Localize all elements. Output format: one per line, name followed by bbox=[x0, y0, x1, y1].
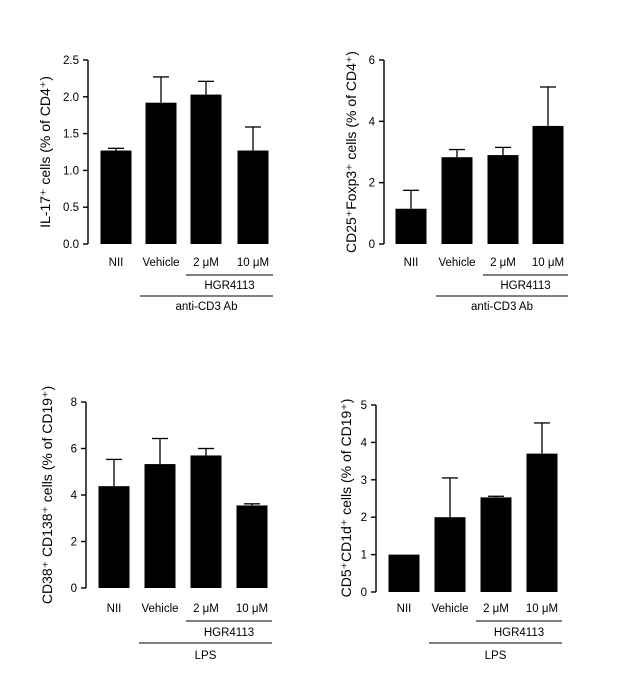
bar bbox=[144, 464, 176, 588]
y-tick-label: 6 bbox=[71, 444, 77, 456]
bar bbox=[237, 150, 269, 244]
x-category-label: NII bbox=[107, 603, 122, 615]
y-tick-label: 1.5 bbox=[63, 129, 79, 141]
panel-cd38-cd138: 0 2 4 6 8 CD38⁺ CD138⁺ cells (% of CD19⁺) NII V… bbox=[39, 386, 272, 662]
y-tick-label: 5 bbox=[361, 400, 367, 412]
y-tick-label: 4 bbox=[361, 437, 368, 449]
y-tick-label: 2 bbox=[71, 537, 77, 549]
x-category-label: NII bbox=[404, 257, 419, 269]
bar bbox=[190, 94, 222, 244]
y-tick-label: 2 bbox=[369, 178, 375, 190]
bar bbox=[487, 155, 519, 244]
panel-cd25-foxp3: 0 2 4 6 CD25⁺Foxp3⁺ cells (% of CD4⁺) NII Vehi… bbox=[343, 51, 568, 313]
y-tick-label: 1 bbox=[361, 550, 367, 562]
y-tick-label: 0 bbox=[71, 583, 77, 595]
y-axis-label: CD25⁺Foxp3⁺ cells (% of CD4⁺) bbox=[343, 51, 359, 253]
bar bbox=[434, 517, 466, 592]
x-category-label: 2 μM bbox=[193, 257, 219, 269]
x-category-label: 10 μM bbox=[237, 257, 269, 269]
y-tick-label: 0.5 bbox=[63, 202, 79, 214]
x-category-label: 10 μM bbox=[532, 257, 564, 269]
bar bbox=[526, 453, 558, 592]
y-axis-label: CD5⁺CD1d⁺ cells (% of CD19⁺) bbox=[338, 399, 354, 598]
bar bbox=[395, 208, 427, 244]
x-category-label: 2 μM bbox=[490, 257, 516, 269]
group-label-inner: HGR4113 bbox=[500, 280, 550, 292]
x-category-label: 2 μM bbox=[483, 603, 509, 615]
y-tick-label: 2 bbox=[361, 512, 367, 524]
y-tick-label: 2.5 bbox=[63, 55, 79, 67]
x-category-label: 2 μM bbox=[193, 603, 219, 615]
y-tick-label: 2.0 bbox=[63, 92, 79, 104]
y-tick-label: 0.0 bbox=[63, 239, 79, 251]
x-category-label: 10 μM bbox=[236, 603, 268, 615]
group-label-outer: anti-CD3 Ab bbox=[175, 301, 237, 313]
panel-il17: 0.0 0.5 1.0 1.5 2.0 2.5 IL-17⁺ cells (% of CD4… bbox=[37, 55, 273, 313]
bar bbox=[190, 455, 222, 588]
bar bbox=[100, 150, 132, 244]
x-category-label: 10 μM bbox=[526, 603, 558, 615]
y-axis-label: CD38⁺ CD138⁺ cells (% of CD19⁺) bbox=[39, 386, 55, 604]
x-category-label: Vehicle bbox=[142, 257, 179, 269]
panel-cd5-cd1d: 0 1 2 3 4 5 CD5⁺CD1d⁺ cells (% of CD19⁺) NII Veh… bbox=[338, 399, 562, 662]
x-category-label: Vehicle bbox=[141, 603, 178, 615]
y-tick-label: 3 bbox=[361, 475, 367, 487]
y-tick-label: 0 bbox=[369, 239, 375, 251]
x-category-label: NII bbox=[397, 603, 412, 615]
y-tick-label: 0 bbox=[361, 587, 367, 599]
bar bbox=[236, 505, 268, 588]
y-tick-label: 8 bbox=[71, 397, 77, 409]
group-label-inner: HGR4113 bbox=[494, 627, 544, 639]
y-tick-label: 4 bbox=[369, 116, 376, 128]
x-category-label: Vehicle bbox=[438, 257, 475, 269]
bar bbox=[145, 102, 177, 244]
y-tick-label: 1.0 bbox=[63, 165, 79, 177]
y-tick-label: 6 bbox=[369, 55, 375, 67]
y-axis-label: IL-17⁺ cells (% of CD4⁺) bbox=[37, 76, 53, 228]
bar bbox=[98, 486, 130, 588]
group-label-outer: LPS bbox=[485, 650, 507, 662]
group-label-inner: HGR4113 bbox=[204, 627, 254, 639]
y-tick-label: 4 bbox=[71, 490, 78, 502]
x-category-label: NII bbox=[109, 257, 124, 269]
bar bbox=[441, 157, 473, 244]
group-label-outer: anti-CD3 Ab bbox=[471, 301, 533, 313]
bar bbox=[532, 125, 564, 244]
bar bbox=[480, 497, 512, 592]
group-label-inner: HGR4113 bbox=[204, 280, 254, 292]
bar bbox=[388, 554, 420, 592]
x-category-label: Vehicle bbox=[431, 603, 468, 615]
group-label-outer: LPS bbox=[195, 650, 217, 662]
